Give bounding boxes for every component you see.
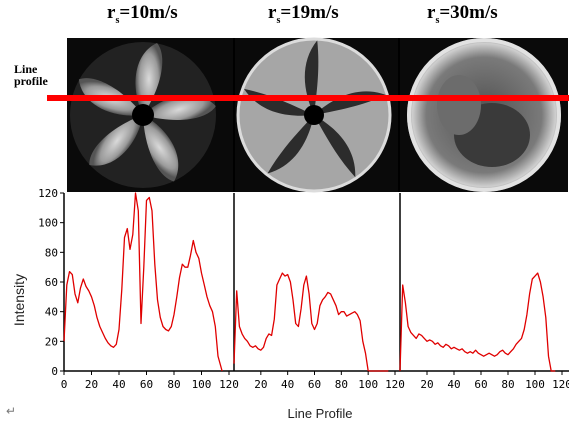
x-tick-label: 80 [501, 378, 514, 391]
x-tick-label: 120 [385, 378, 405, 391]
y-tick-label: 0 [51, 365, 58, 378]
y-tick-label: 100 [38, 217, 58, 230]
rotor-image-3 [407, 38, 561, 192]
x-tick-label: 40 [281, 378, 294, 391]
y-tick-label: 40 [45, 306, 58, 319]
x-tick-label: 40 [447, 378, 460, 391]
x-tick-label: 120 [552, 378, 569, 391]
intensity-curve-2 [233, 272, 389, 372]
rotor-image-2 [236, 37, 392, 193]
x-tick-label: 80 [167, 378, 180, 391]
y-tick-label: 120 [38, 187, 58, 200]
x-tick-label: 20 [85, 378, 98, 391]
x-tick-label: 20 [254, 378, 267, 391]
intensity-curve-1 [63, 192, 223, 372]
panel-title-3: rs=30m/s [427, 2, 498, 26]
flow-images [47, 37, 569, 193]
x-tick-label: 100 [525, 378, 545, 391]
x-tick-label: 120 [219, 378, 239, 391]
x-tick-label: 100 [358, 378, 378, 391]
x-tick-label: 40 [112, 378, 125, 391]
panel-title-2: rs=19m/s [268, 2, 339, 26]
x-tick-label: 100 [192, 378, 212, 391]
x-tick-label: 60 [474, 378, 487, 391]
y-tick-label: 60 [45, 276, 58, 289]
x-axis-label: Line Profile [287, 406, 352, 421]
paragraph-mark: ↵ [6, 404, 17, 418]
intensity-curve-3 [399, 272, 556, 372]
y-tick-label: 20 [45, 335, 58, 348]
y-tick-label: 80 [45, 246, 58, 259]
x-tick-label: 20 [420, 378, 433, 391]
panel-title-1: rs=10m/s [107, 2, 178, 26]
line-profile-marker [47, 95, 569, 101]
x-tick-label: 60 [308, 378, 321, 391]
y-axis-label: Intensity [11, 274, 27, 326]
x-tick-label: 0 [61, 378, 68, 391]
line-profile-label: Line profile [14, 62, 48, 88]
x-tick-label: 60 [140, 378, 153, 391]
x-tick-label: 80 [335, 378, 348, 391]
